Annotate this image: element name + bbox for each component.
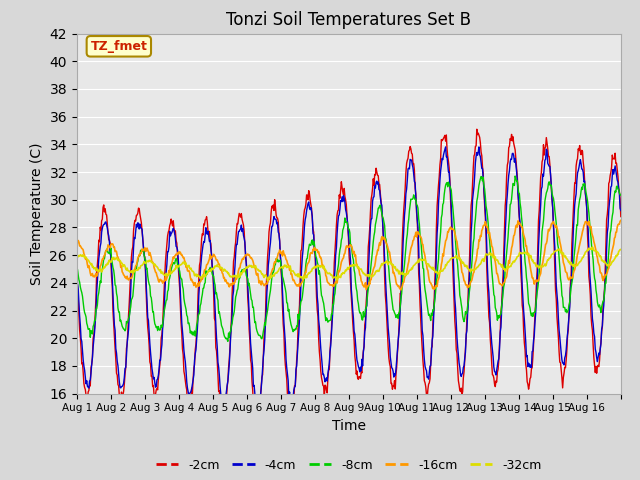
-16cm: [284, 262, 292, 268]
-32cm: [264, 278, 271, 284]
-16cm: [406, 253, 413, 259]
Y-axis label: Soil Temperature (C): Soil Temperature (C): [30, 143, 44, 285]
-16cm: [237, 261, 244, 266]
Legend: -2cm, -4cm, -8cm, -16cm, -32cm: -2cm, -4cm, -8cm, -16cm, -32cm: [151, 454, 547, 477]
-2cm: [237, 214, 244, 220]
-16cm: [436, 268, 444, 274]
X-axis label: Time: Time: [332, 419, 366, 433]
-2cm: [436, 162, 444, 168]
-32cm: [264, 276, 272, 281]
-2cm: [137, 216, 145, 221]
-2cm: [473, 126, 481, 132]
-32cm: [137, 263, 145, 269]
-32cm: [285, 264, 292, 270]
Line: -2cm: -2cm: [77, 129, 621, 421]
-8cm: [436, 236, 444, 242]
-4cm: [137, 225, 145, 231]
-8cm: [511, 173, 519, 179]
-4cm: [285, 394, 292, 400]
-2cm: [406, 147, 413, 153]
-4cm: [73, 271, 81, 277]
-32cm: [73, 255, 81, 261]
-8cm: [237, 269, 245, 275]
-32cm: [617, 247, 625, 252]
Title: Tonzi Soil Temperatures Set B: Tonzi Soil Temperatures Set B: [227, 11, 471, 29]
-32cm: [436, 270, 444, 276]
-4cm: [406, 166, 413, 172]
-16cm: [397, 287, 404, 293]
Line: -32cm: -32cm: [77, 247, 621, 281]
-4cm: [237, 226, 244, 232]
-32cm: [589, 244, 596, 250]
-4cm: [617, 208, 625, 214]
-4cm: [254, 407, 262, 413]
-8cm: [264, 301, 272, 307]
Line: -8cm: -8cm: [77, 176, 621, 341]
-8cm: [285, 307, 292, 312]
-2cm: [73, 265, 81, 271]
-2cm: [264, 244, 272, 250]
-4cm: [436, 177, 444, 183]
-2cm: [253, 418, 260, 424]
-4cm: [264, 262, 272, 268]
-16cm: [73, 240, 81, 245]
-16cm: [264, 279, 271, 285]
Line: -16cm: -16cm: [77, 220, 621, 290]
-8cm: [224, 338, 232, 344]
-32cm: [237, 270, 244, 276]
Text: TZ_fmet: TZ_fmet: [90, 40, 147, 53]
-8cm: [137, 247, 145, 253]
-8cm: [617, 192, 625, 198]
-4cm: [475, 144, 483, 150]
-32cm: [406, 267, 413, 273]
-2cm: [617, 214, 625, 219]
-8cm: [406, 207, 413, 213]
-16cm: [137, 250, 145, 255]
Line: -4cm: -4cm: [77, 147, 621, 410]
-8cm: [73, 266, 81, 272]
-2cm: [285, 407, 292, 413]
-16cm: [617, 217, 625, 223]
